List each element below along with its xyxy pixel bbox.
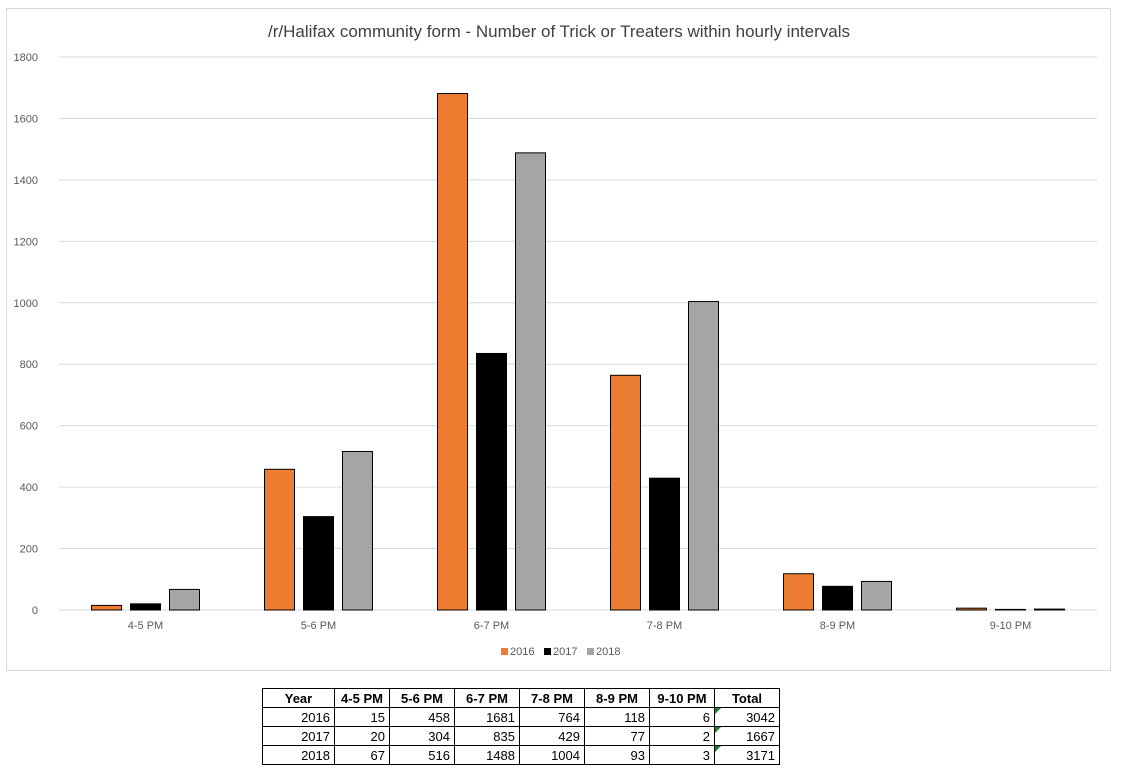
- bar-2018-6-7 PM: [515, 152, 546, 611]
- x-tick-label: 7-8 PM: [647, 620, 682, 632]
- table-cell: 458: [389, 707, 455, 727]
- legend: 2016 2017 2018: [501, 646, 620, 658]
- table-cell: 516: [389, 745, 455, 765]
- y-tick-label: 200: [20, 544, 38, 556]
- table-cell: 835: [454, 726, 520, 746]
- y-tick-label: 1400: [14, 175, 38, 187]
- bar-2018-9-10 PM: [1034, 608, 1065, 611]
- bar-2017-7-8 PM: [649, 477, 680, 611]
- y-tick-label: 800: [20, 359, 38, 371]
- bar-2016-5-6 PM: [264, 468, 295, 611]
- table-cell: 764: [519, 707, 585, 727]
- table-cell: 6: [649, 707, 715, 727]
- table-cell: 2: [649, 726, 715, 746]
- table-cell: 3042: [714, 707, 780, 727]
- table-body: 2016 15 458 1681 764 118 6 3042 2017 20 304 835 429 7…: [262, 707, 780, 765]
- chart-area: /r/Halifax community form - Number of Tr…: [6, 8, 1111, 671]
- legend-swatch-2016: [501, 648, 508, 655]
- cell-marker: [715, 727, 721, 733]
- table-cell: 20: [334, 726, 390, 746]
- bar-2018-4-5 PM: [169, 588, 200, 611]
- legend-swatch-2018: [587, 648, 594, 655]
- table-cell: 1004: [519, 745, 585, 765]
- bar-chart: /r/Halifax community form - Number of Tr…: [14, 22, 1097, 658]
- bar-2016-9-10 PM: [956, 607, 987, 611]
- bar-2016-7-8 PM: [610, 374, 641, 611]
- cell-marker: [715, 708, 721, 714]
- table-header-cell: 5-6 PM: [389, 688, 455, 708]
- gridlines: [59, 56, 1097, 611]
- table-header-cell: 4-5 PM: [334, 688, 390, 708]
- bar-2016-8-9 PM: [783, 573, 814, 611]
- table-cell: 3: [649, 745, 715, 765]
- table-header-row: Year 4-5 PM 5-6 PM 6-7 PM 7-8 PM 8-9 PM 9-10 P…: [262, 688, 780, 708]
- y-tick-label: 600: [20, 421, 38, 433]
- table-cell: 118: [584, 707, 650, 727]
- table-row: 2017 20 304 835 429 77 2 1667: [262, 726, 780, 746]
- bar-2017-6-7 PM: [476, 352, 507, 611]
- bar-2018-7-8 PM: [688, 301, 719, 611]
- table-cell: 429: [519, 726, 585, 746]
- y-tick-label: 1200: [14, 236, 38, 248]
- y-tick-label: 1600: [14, 113, 38, 125]
- bar-2017-9-10 PM: [995, 608, 1026, 611]
- table-header-cell: Total: [714, 688, 780, 708]
- bar-2017-8-9 PM: [822, 585, 853, 611]
- x-axis-ticks: 4-5 PM 5-6 PM 6-7 PM 7-8 PM 8-9 PM 9-10 PM: [128, 620, 1032, 632]
- x-tick-label: 9-10 PM: [990, 620, 1032, 632]
- table-cell: 2018: [262, 745, 335, 765]
- chart-title: /r/Halifax community form - Number of Tr…: [268, 22, 850, 41]
- table-header-cell: Year: [262, 688, 335, 708]
- table-cell: 1681: [454, 707, 520, 727]
- legend-label: 2018: [596, 646, 620, 658]
- x-tick-label: 5-6 PM: [301, 620, 336, 632]
- data-table: Year 4-5 PM 5-6 PM 6-7 PM 7-8 PM 8-9 PM 9-10 P…: [262, 688, 780, 765]
- table-cell: 15: [334, 707, 390, 727]
- y-tick-label: 400: [20, 482, 38, 494]
- bar-2017-4-5 PM: [130, 603, 161, 611]
- legend-label: 2016: [510, 646, 534, 658]
- bars: [91, 93, 1065, 611]
- x-tick-label: 6-7 PM: [474, 620, 509, 632]
- table-cell: 304: [389, 726, 455, 746]
- x-tick-label: 8-9 PM: [820, 620, 855, 632]
- table-cell: 2016: [262, 707, 335, 727]
- bar-2017-5-6 PM: [303, 516, 334, 611]
- table-cell: 93: [584, 745, 650, 765]
- table-row: 2018 67 516 1488 1004 93 3 3171: [262, 745, 780, 765]
- table-header-cell: 6-7 PM: [454, 688, 520, 708]
- cell-marker: [715, 746, 721, 752]
- legend-swatch-2017: [544, 648, 551, 655]
- table-cell: 2017: [262, 726, 335, 746]
- table-cell: 1667: [714, 726, 780, 746]
- table-header-cell: 7-8 PM: [519, 688, 585, 708]
- table-cell: 1488: [454, 745, 520, 765]
- bar-2018-5-6 PM: [342, 450, 373, 611]
- y-tick-label: 0: [32, 605, 38, 617]
- table-cell: 3171: [714, 745, 780, 765]
- table-row: 2016 15 458 1681 764 118 6 3042: [262, 707, 780, 727]
- table-cell: 77: [584, 726, 650, 746]
- legend-label: 2017: [553, 646, 577, 658]
- table-cell: 67: [334, 745, 390, 765]
- table-header-cell: 8-9 PM: [584, 688, 650, 708]
- y-tick-label: 1800: [14, 52, 38, 64]
- bar-2016-6-7 PM: [437, 93, 468, 611]
- bar-2016-4-5 PM: [91, 604, 122, 611]
- x-tick-label: 4-5 PM: [128, 620, 163, 632]
- y-tick-label: 1000: [14, 298, 38, 310]
- y-axis-ticks: 0 200 400 600 800 1000 1200 1400 1600 1800: [14, 52, 38, 617]
- table-header-cell: 9-10 PM: [649, 688, 715, 708]
- bar-2018-8-9 PM: [861, 580, 892, 611]
